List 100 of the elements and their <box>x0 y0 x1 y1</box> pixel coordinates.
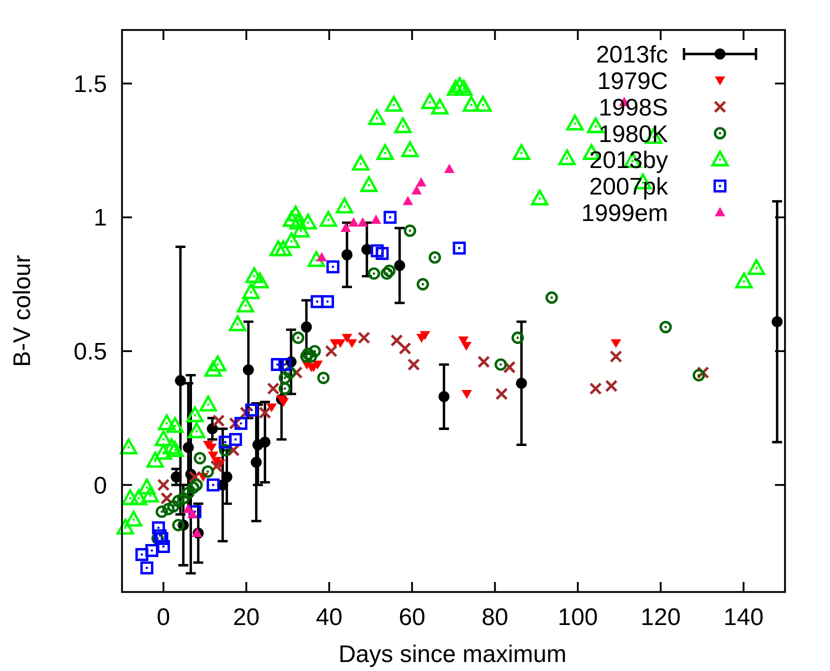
point <box>282 232 300 248</box>
point <box>269 240 287 256</box>
point <box>308 344 321 358</box>
point <box>190 478 203 492</box>
point <box>342 334 352 343</box>
point <box>411 185 422 194</box>
point <box>610 339 622 348</box>
point <box>152 521 165 534</box>
point <box>266 382 280 395</box>
point <box>420 331 430 340</box>
legend-label: 1999em <box>581 200 668 228</box>
point <box>376 246 389 260</box>
point <box>154 444 172 460</box>
point <box>166 441 184 458</box>
point <box>431 98 449 114</box>
point <box>199 396 217 412</box>
y-axis-title: B-V colour <box>9 254 36 368</box>
point <box>308 251 326 268</box>
point <box>166 416 184 433</box>
point <box>450 77 468 94</box>
point <box>221 471 232 482</box>
point <box>477 356 490 368</box>
x-tick-label: 100 <box>558 604 598 631</box>
point <box>320 210 338 227</box>
point <box>312 360 323 370</box>
point <box>452 242 466 255</box>
point <box>258 406 272 419</box>
point <box>401 141 419 158</box>
point <box>250 456 262 468</box>
point <box>259 436 270 448</box>
point <box>368 109 386 126</box>
point <box>187 508 198 518</box>
point <box>512 332 524 344</box>
y-tick-label: 0 <box>94 472 107 500</box>
point <box>266 403 277 412</box>
y-tick-label: 1.5 <box>74 70 107 98</box>
point <box>342 249 353 260</box>
point <box>228 315 246 332</box>
point <box>383 264 396 278</box>
x-tick-label: 60 <box>398 604 426 631</box>
point <box>208 355 226 372</box>
point <box>348 217 359 227</box>
point <box>370 214 382 224</box>
x-tick-label: 140 <box>724 604 764 631</box>
point <box>236 296 254 313</box>
point <box>335 339 346 348</box>
point <box>300 322 312 333</box>
point <box>251 272 269 288</box>
point <box>167 500 180 513</box>
point <box>495 388 508 400</box>
point <box>404 224 416 237</box>
point <box>494 358 507 371</box>
point <box>229 432 242 446</box>
x-axis-title: Days since maximum <box>338 641 567 668</box>
point <box>512 144 530 160</box>
point <box>462 96 480 112</box>
point <box>530 189 548 206</box>
legend-label: 1979C <box>597 68 668 96</box>
point <box>182 486 194 500</box>
point <box>242 283 260 300</box>
point <box>135 548 148 562</box>
point <box>188 505 202 518</box>
point <box>772 316 783 328</box>
point <box>122 489 140 506</box>
point <box>376 144 394 160</box>
point <box>154 529 167 542</box>
point <box>346 339 358 348</box>
point <box>162 438 180 454</box>
point <box>336 198 354 214</box>
point <box>278 358 292 372</box>
point <box>368 267 380 280</box>
point <box>394 117 412 134</box>
point <box>310 295 324 308</box>
point <box>398 342 412 355</box>
point <box>321 295 334 308</box>
point <box>455 80 473 96</box>
point <box>157 478 170 492</box>
point <box>416 177 426 186</box>
point <box>748 259 766 276</box>
point <box>428 251 442 264</box>
point <box>394 260 406 272</box>
point <box>444 164 455 174</box>
point <box>124 510 142 527</box>
point <box>186 406 204 422</box>
point <box>158 414 176 430</box>
y-tick-label: 1 <box>94 204 107 232</box>
point <box>610 350 622 363</box>
point <box>558 149 576 166</box>
point <box>446 80 464 96</box>
point <box>380 267 393 280</box>
x-tick-label: 40 <box>316 604 343 631</box>
point <box>245 267 263 284</box>
point <box>692 369 706 382</box>
x-tick-label: 80 <box>482 604 508 631</box>
point <box>438 391 450 402</box>
point <box>326 260 340 274</box>
point <box>462 390 472 399</box>
point <box>516 378 527 389</box>
x-tick-label: 0 <box>156 604 170 631</box>
x-tick-label: 20 <box>232 604 260 631</box>
